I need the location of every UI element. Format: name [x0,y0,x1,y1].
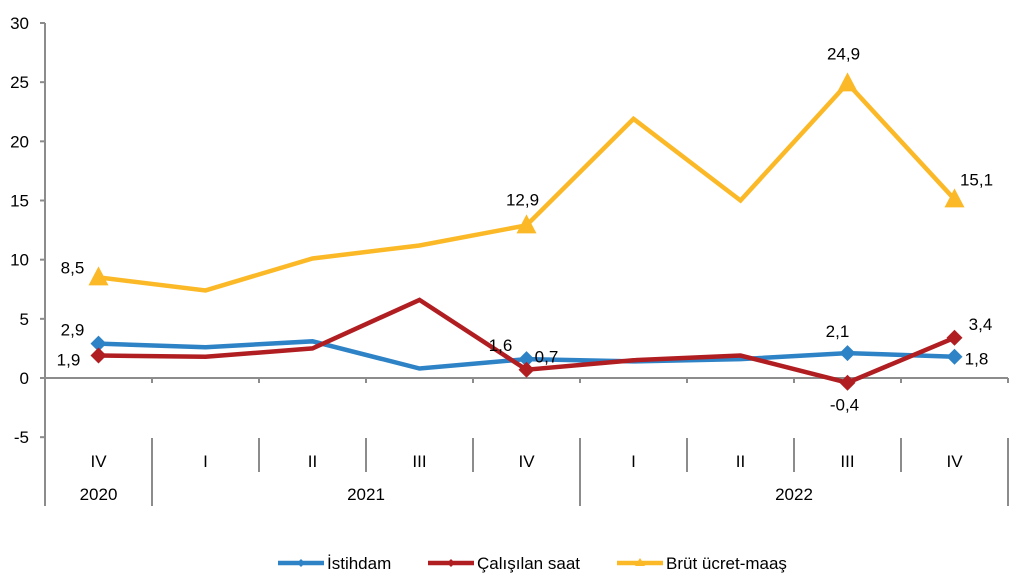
data-point-marker [88,266,109,286]
data-point-marker [946,329,963,346]
x-group-label: 2020 [80,485,118,504]
data-label: 1,9 [57,351,81,370]
data-point-marker [839,374,856,391]
legend-item-1: Çalışılan saat [428,554,580,573]
x-category-label: III [840,452,854,471]
data-label: -0,4 [830,396,859,415]
data-point-marker [90,347,107,364]
data-label: 24,9 [827,44,860,63]
data-point-marker [518,351,535,368]
data-point-marker [839,345,856,362]
data-point-marker [90,335,107,352]
x-category-label: IV [946,452,963,471]
x-group-label: 2021 [347,485,385,504]
data-point-marker [944,188,965,208]
y-tick-label: 5 [20,310,29,329]
data-label: 8,5 [61,258,85,277]
legend-item-2: Brüt ücret-maaş [617,554,787,573]
x-category-label: IV [518,452,535,471]
legend-marker-icon [297,559,305,567]
y-tick-label: 25 [10,73,29,92]
data-point-marker [516,214,537,234]
x-group-label: 2022 [775,485,813,504]
data-label: 2,1 [826,322,850,341]
data-label: 15,1 [960,170,993,189]
data-point-marker [946,348,963,365]
legend-label: Çalışılan saat [477,554,580,573]
legend-marker-icon [447,559,455,567]
data-point-marker [837,72,858,92]
legend-label: İstihdam [327,554,391,573]
x-category-label: III [412,452,426,471]
y-tick-label: 0 [20,369,29,388]
x-category-label: I [203,452,208,471]
legend-marker-icon [635,558,645,566]
x-category-label: II [308,452,317,471]
x-category-label: II [736,452,745,471]
y-tick-label: -5 [14,428,29,447]
y-tick-label: 10 [10,251,29,270]
y-tick-label: 15 [10,192,29,211]
data-label: 2,9 [61,321,85,340]
data-label: 1,6 [489,336,513,355]
legend-item-0: İstihdam [278,554,391,573]
series-markers [88,72,965,391]
legend-label: Brüt ücret-maaş [666,554,787,573]
y-tick-label: 20 [10,132,29,151]
y-tick-label: 30 [10,14,29,33]
legend: İstihdam Çalışılan saat Brüt ücret-maaş [278,554,787,573]
data-label: 12,9 [506,190,539,209]
x-category-label: IV [90,452,107,471]
x-category-label: I [631,452,636,471]
data-label: 0,7 [535,348,559,367]
data-labels: 2,9 1,6 2,1 1,8 1,9 0,7 -0,4 3,4 8,5 12,9 24,9 15,1 [57,44,993,414]
data-label: 3,4 [969,315,993,334]
data-label: 1,8 [965,350,989,369]
series-line-2 [98,80,957,293]
data-point-marker [518,361,535,378]
